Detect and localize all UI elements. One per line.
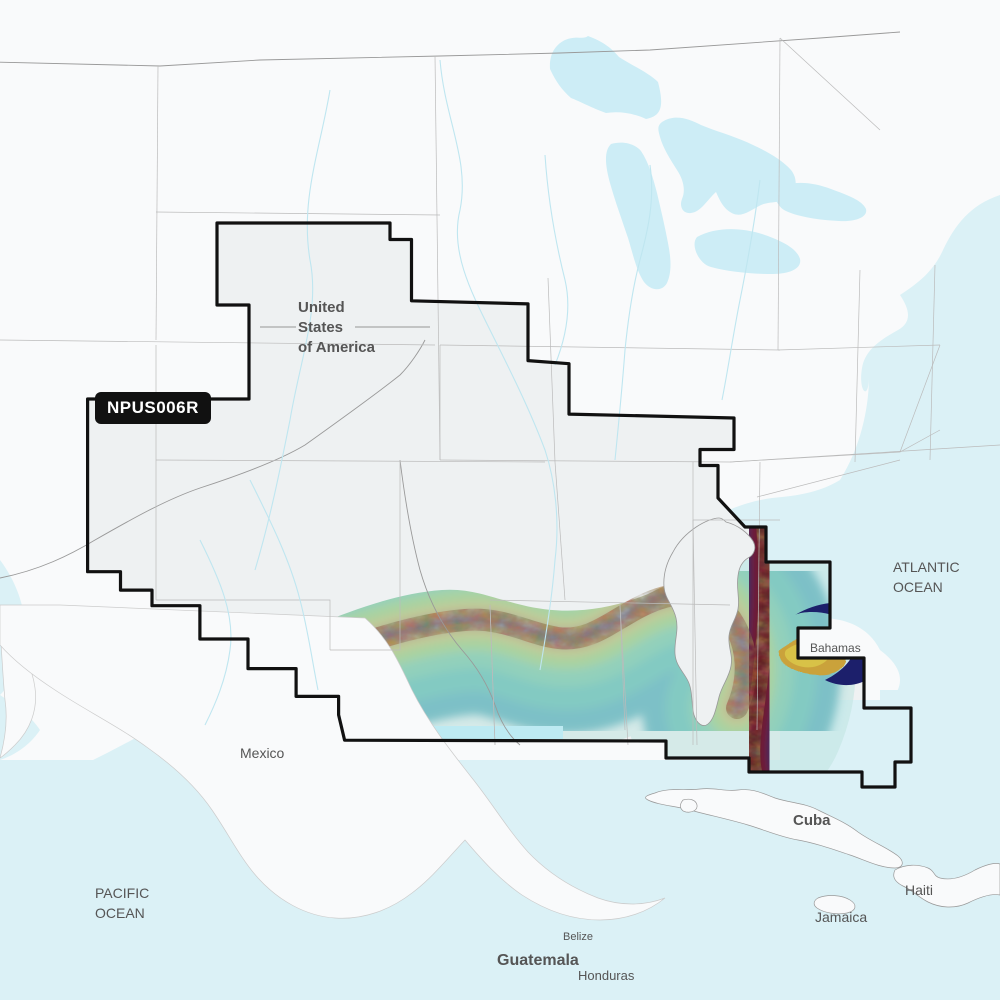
svg-text:ATLANTIC: ATLANTIC: [893, 559, 960, 575]
svg-text:Cuba: Cuba: [793, 812, 831, 829]
svg-text:Bahamas: Bahamas: [810, 641, 861, 655]
svg-text:PACIFIC: PACIFIC: [95, 885, 149, 901]
svg-text:United: United: [298, 299, 345, 316]
svg-text:Mexico: Mexico: [240, 745, 285, 761]
svg-text:OCEAN: OCEAN: [893, 579, 943, 595]
svg-text:Jamaica: Jamaica: [815, 909, 867, 925]
svg-text:OCEAN: OCEAN: [95, 905, 145, 921]
svg-text:Belize: Belize: [563, 931, 593, 943]
svg-text:States: States: [298, 319, 343, 336]
svg-text:Haiti: Haiti: [905, 882, 933, 898]
svg-text:Guatemala: Guatemala: [497, 952, 579, 969]
svg-text:Honduras: Honduras: [578, 968, 635, 983]
svg-text:of America: of America: [298, 339, 376, 356]
